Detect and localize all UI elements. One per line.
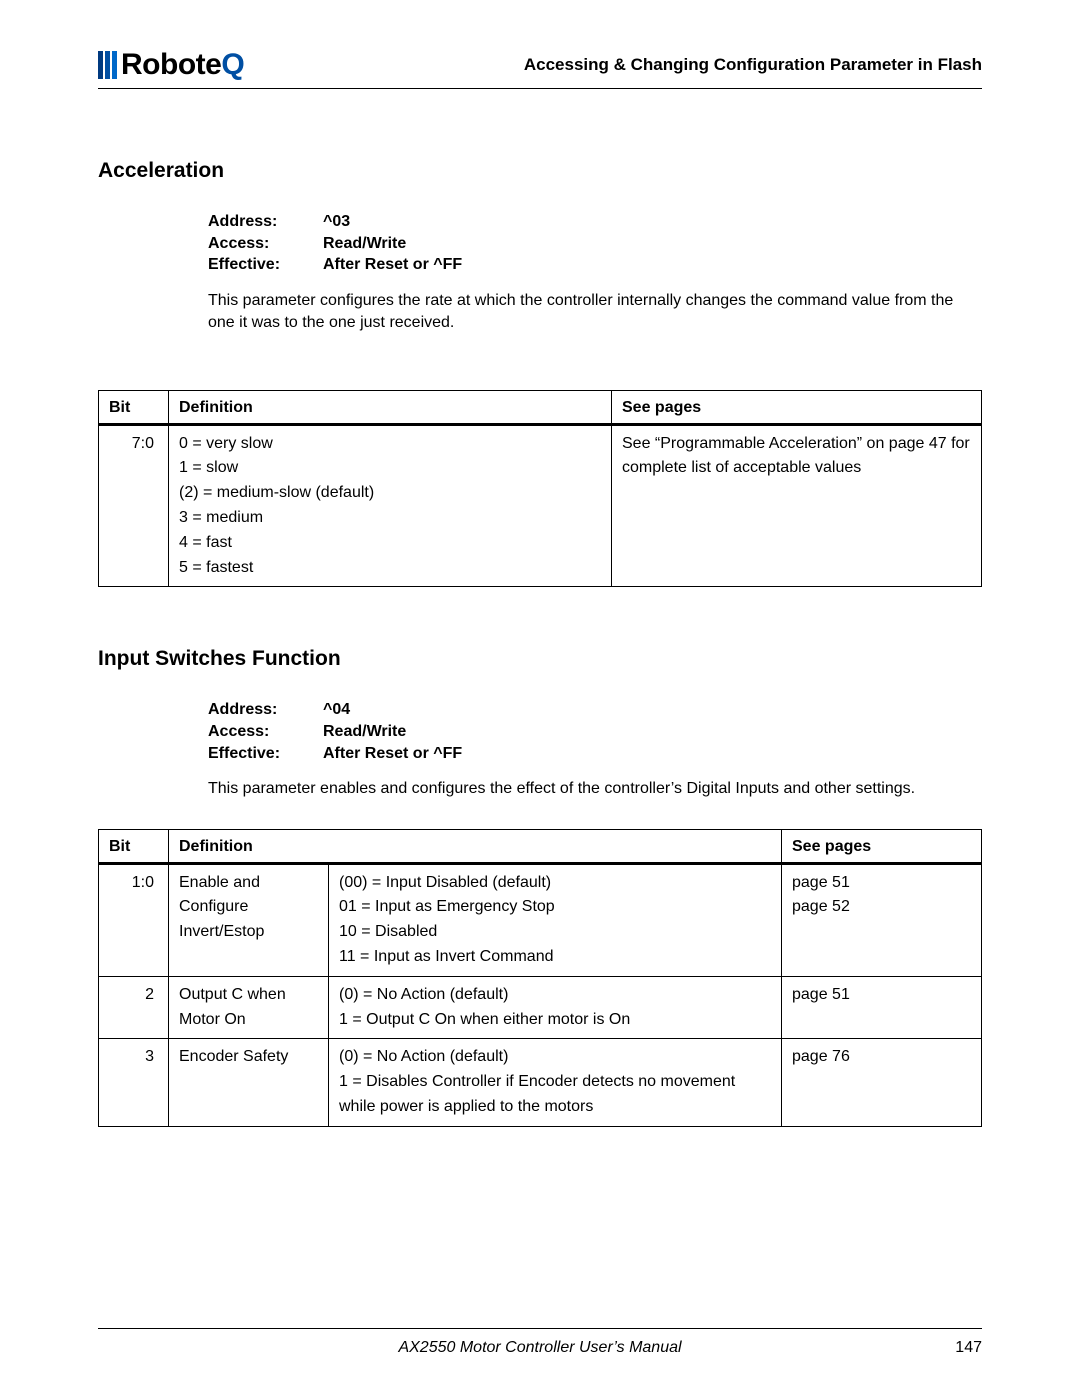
cell-bit: 1:0	[99, 863, 169, 976]
def-line: (00) = Input Disabled (default)	[339, 871, 771, 896]
meta-effective-label: Effective:	[208, 254, 323, 276]
def-line: 5 = fastest	[179, 556, 601, 581]
input-switches-table: Bit Definition See pages 1:0 Enable and …	[98, 829, 982, 1127]
meta-effective-value: After Reset or ^FF	[323, 743, 462, 765]
cell-see-pages: See “Programmable Acceleration” on page …	[612, 424, 982, 587]
meta-effective-value: After Reset or ^FF	[323, 254, 462, 276]
section-heading-acceleration: Acceleration	[98, 159, 982, 183]
cell-def-name: Output C when Motor On	[169, 976, 329, 1039]
def-line: (0) = No Action (default)	[339, 1045, 771, 1070]
cell-def-values: (0) = No Action (default) 1 = Disables C…	[329, 1039, 782, 1126]
acceleration-description: This parameter configures the rate at wh…	[208, 290, 982, 335]
def-line: 1 = Output C On when either motor is On	[339, 1008, 771, 1033]
th-definition: Definition	[169, 829, 782, 863]
def-line: 1 = Disables Controller if Encoder detec…	[339, 1070, 771, 1120]
cell-see-pages: page 76	[782, 1039, 982, 1126]
see-line: page 51	[792, 871, 971, 896]
def-line: 11 = Input as Invert Command	[339, 945, 771, 970]
meta-address-value: ^04	[323, 699, 350, 721]
table-row: 2 Output C when Motor On (0) = No Action…	[99, 976, 982, 1039]
logo-bars-icon	[98, 51, 119, 79]
th-definition: Definition	[169, 390, 612, 424]
def-line: 10 = Disabled	[339, 920, 771, 945]
header-title: Accessing & Changing Configuration Param…	[524, 55, 982, 75]
def-line: 3 = medium	[179, 506, 601, 531]
meta-address-label: Address:	[208, 699, 323, 721]
table-row: 7:0 0 = very slow 1 = slow (2) = medium-…	[99, 424, 982, 587]
th-bit: Bit	[99, 390, 169, 424]
acceleration-table: Bit Definition See pages 7:0 0 = very sl…	[98, 390, 982, 588]
page-header: RoboteQ Accessing & Changing Configurati…	[98, 48, 982, 89]
cell-def-name: Enable and Configure Invert/Estop	[169, 863, 329, 976]
cell-def-values: (00) = Input Disabled (default) 01 = Inp…	[329, 863, 782, 976]
cell-see-pages: page 51	[782, 976, 982, 1039]
table-row: 3 Encoder Safety (0) = No Action (defaul…	[99, 1039, 982, 1126]
input-switches-description: This parameter enables and configures th…	[208, 778, 982, 800]
meta-access-label: Access:	[208, 721, 323, 743]
meta-address-value: ^03	[323, 211, 350, 233]
see-line: page 52	[792, 895, 971, 920]
meta-access-value: Read/Write	[323, 233, 406, 255]
logo: RoboteQ	[98, 48, 244, 82]
th-bit: Bit	[99, 829, 169, 863]
footer-title: AX2550 Motor Controller User’s Manual	[398, 1339, 681, 1357]
def-line: 4 = fast	[179, 531, 601, 556]
cell-def-name: Encoder Safety	[169, 1039, 329, 1126]
meta-address-label: Address:	[208, 211, 323, 233]
def-line: 1 = slow	[179, 456, 601, 481]
logo-text-blue: Q	[221, 48, 244, 82]
meta-access-label: Access:	[208, 233, 323, 255]
page-footer: AX2550 Motor Controller User’s Manual 14…	[98, 1328, 982, 1357]
input-switches-meta: Address: ^04 Access: Read/Write Effectiv…	[208, 699, 982, 764]
cell-def-values: (0) = No Action (default) 1 = Output C O…	[329, 976, 782, 1039]
logo-text-black: Robote	[121, 48, 221, 82]
def-line: (2) = medium-slow (default)	[179, 481, 601, 506]
table-row: 1:0 Enable and Configure Invert/Estop (0…	[99, 863, 982, 976]
meta-effective-label: Effective:	[208, 743, 323, 765]
cell-bit: 2	[99, 976, 169, 1039]
meta-access-value: Read/Write	[323, 721, 406, 743]
def-line: 0 = very slow	[179, 432, 601, 457]
def-line: 01 = Input as Emergency Stop	[339, 895, 771, 920]
th-see-pages: See pages	[612, 390, 982, 424]
def-line: (0) = No Action (default)	[339, 983, 771, 1008]
cell-bit: 7:0	[99, 424, 169, 587]
cell-see-pages: page 51 page 52	[782, 863, 982, 976]
section-heading-input-switches: Input Switches Function	[98, 647, 982, 671]
cell-bit: 3	[99, 1039, 169, 1126]
footer-page-number: 147	[955, 1339, 982, 1357]
acceleration-meta: Address: ^03 Access: Read/Write Effectiv…	[208, 211, 982, 276]
th-see-pages: See pages	[782, 829, 982, 863]
cell-definition: 0 = very slow 1 = slow (2) = medium-slow…	[169, 424, 612, 587]
